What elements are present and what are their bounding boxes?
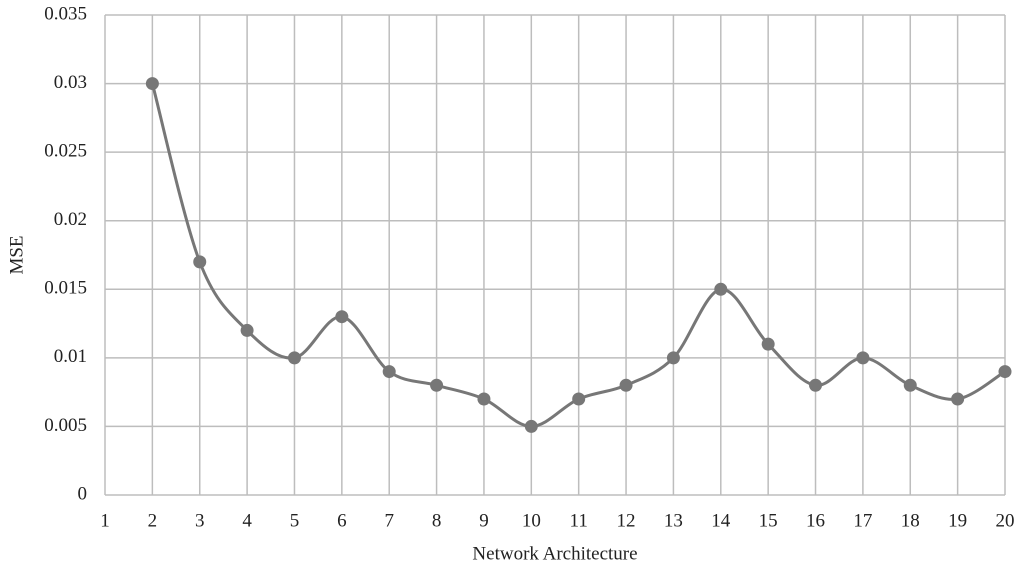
marker	[714, 282, 728, 296]
marker	[287, 351, 301, 365]
x-tick-label: 16	[806, 510, 825, 531]
marker	[998, 365, 1012, 379]
marker	[477, 392, 491, 406]
x-tick-label: 2	[148, 510, 158, 531]
marker	[145, 77, 159, 91]
x-tick-label: 19	[948, 510, 967, 531]
y-tick-label: 0.01	[54, 346, 87, 367]
marker	[809, 378, 823, 392]
x-tick-label: 8	[432, 510, 442, 531]
y-tick-label: 0.025	[44, 141, 87, 162]
x-tick-label: 9	[479, 510, 489, 531]
x-tick-label: 18	[901, 510, 920, 531]
marker	[951, 392, 965, 406]
marker	[761, 337, 775, 351]
marker	[193, 255, 207, 269]
x-tick-label: 1	[100, 510, 110, 531]
x-tick-label: 3	[195, 510, 205, 531]
x-axis-title: Network Architecture	[472, 543, 637, 564]
marker	[335, 310, 349, 324]
marker	[524, 419, 538, 433]
y-axis-title: MSE	[6, 235, 27, 274]
marker	[619, 378, 633, 392]
x-tick-label: 20	[996, 510, 1015, 531]
x-tick-label: 17	[853, 510, 872, 531]
y-tick-label: 0.005	[44, 415, 87, 436]
x-tick-label: 7	[384, 510, 394, 531]
x-tick-label: 13	[664, 510, 683, 531]
y-tick-label: 0.02	[54, 209, 87, 230]
x-tick-label: 14	[711, 510, 731, 531]
marker	[240, 323, 254, 337]
y-tick-label: 0	[78, 483, 88, 504]
marker	[903, 378, 917, 392]
x-tick-label: 5	[290, 510, 300, 531]
marker	[382, 365, 396, 379]
x-tick-label: 11	[570, 510, 588, 531]
y-tick-label: 0.03	[54, 72, 87, 93]
marker	[666, 351, 680, 365]
y-tick-label: 0.035	[44, 3, 87, 24]
marker	[430, 378, 444, 392]
x-tick-label: 6	[337, 510, 347, 531]
x-tick-label: 4	[242, 510, 252, 531]
marker	[856, 351, 870, 365]
x-tick-label: 12	[617, 510, 636, 531]
x-tick-label: 15	[759, 510, 778, 531]
marker	[572, 392, 586, 406]
y-tick-label: 0.015	[44, 278, 87, 299]
x-tick-label: 10	[522, 510, 541, 531]
line	[150, 83, 1006, 428]
